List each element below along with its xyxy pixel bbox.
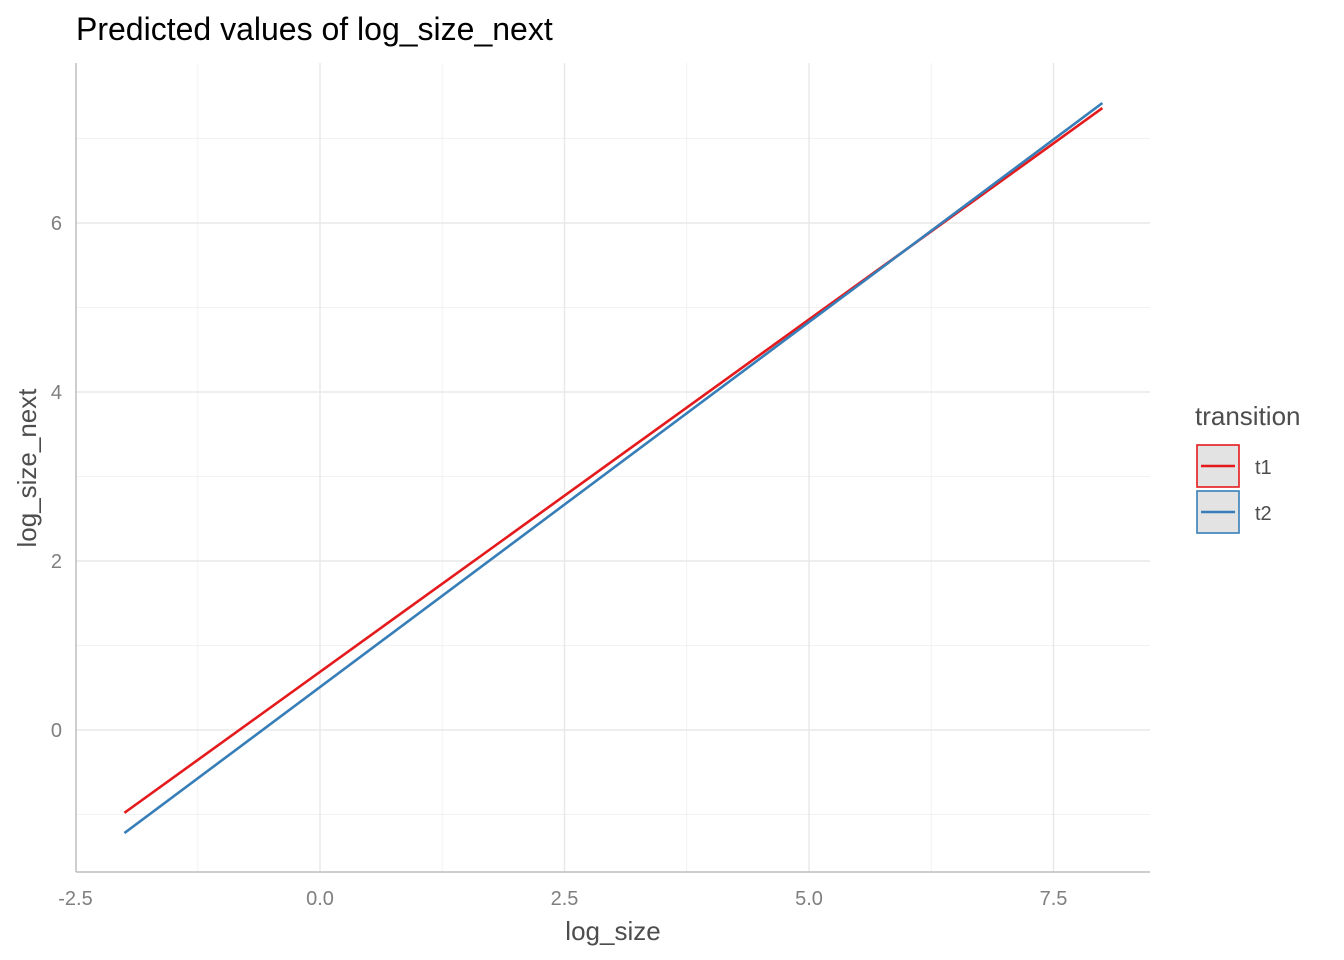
y-tick-label: 2 bbox=[51, 551, 62, 573]
grid-minor bbox=[76, 63, 1150, 872]
y-tick-labels: 0 2 4 6 bbox=[51, 213, 62, 742]
legend: transition t1 t2 bbox=[1195, 401, 1301, 534]
y-tick-label: 0 bbox=[51, 720, 62, 742]
x-tick-label: 7.5 bbox=[1040, 888, 1068, 910]
y-tick-label: 4 bbox=[51, 382, 62, 404]
legend-item-t1: t1 bbox=[1196, 444, 1272, 488]
y-tick-label: 6 bbox=[51, 213, 62, 235]
legend-label-t1: t1 bbox=[1255, 457, 1272, 479]
series-lines bbox=[123, 101, 1104, 835]
x-tick-label: -2.5 bbox=[58, 888, 92, 910]
x-tick-label: 5.0 bbox=[795, 888, 823, 910]
grid-major bbox=[76, 63, 1150, 872]
chart-title: Predicted values of log_size_next bbox=[76, 11, 553, 47]
legend-item-t2: t2 bbox=[1196, 490, 1272, 534]
legend-label-t2: t2 bbox=[1255, 503, 1272, 525]
x-axis-title: log_size bbox=[565, 916, 660, 946]
x-tick-label: 0.0 bbox=[306, 888, 334, 910]
legend-title: transition bbox=[1195, 401, 1301, 431]
series-line-t2 bbox=[123, 101, 1104, 835]
y-axis-title: log_size_next bbox=[12, 388, 42, 548]
legend-items: t1 t2 bbox=[1196, 444, 1272, 534]
x-tick-label: 2.5 bbox=[551, 888, 579, 910]
x-tick-labels: -2.5 0.0 2.5 5.0 7.5 bbox=[58, 888, 1067, 910]
axis-lines bbox=[75, 63, 1150, 873]
